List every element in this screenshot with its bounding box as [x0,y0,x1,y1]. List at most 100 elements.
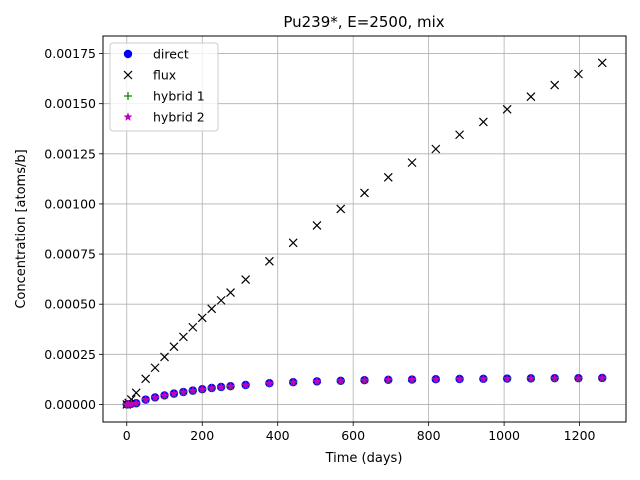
data-point-hybrid-2 [265,378,274,387]
legend-box [109,42,219,132]
y-tick-label: 0.00175 [44,46,96,61]
data-point-hybrid-2 [126,399,136,408]
legend-marker-hybrid-1 [124,92,132,100]
x-marker-stroke [550,80,560,90]
data-point-flux [574,69,583,79]
y-axis-label: Concentration [atoms/b] [14,149,29,308]
data-point-flux [312,220,322,230]
x-tick-label: 800 [417,428,441,443]
x-marker-stroke [288,238,298,248]
data-point-flux [226,288,235,297]
data-point-flux [150,363,160,373]
data-point-flux [188,322,198,332]
x-marker-stroke [150,363,160,373]
data-point-hybrid-2 [478,374,488,383]
data-point-flux [264,256,274,266]
data-point-hybrid-2 [226,381,235,390]
x-marker-stroke [123,70,133,80]
data-point-flux [169,342,179,352]
data-point-hybrid-2 [188,386,198,395]
data-point-flux [455,130,465,140]
data-point-flux [216,295,226,305]
x-marker-stroke [597,58,607,68]
x-tick-label: 1000 [488,428,520,443]
x-marker-stroke [478,117,488,127]
legend-label-hybrid-1: hybrid 1 [153,89,205,104]
data-point-hybrid-2 [179,387,188,396]
x-tick-label: 0 [123,428,131,443]
data-point-flux [336,204,346,214]
data-point-hybrid-2 [241,380,251,389]
x-marker-stroke [502,104,512,114]
data-point-hybrid-2 [526,373,536,383]
data-point-hybrid-2 [431,374,441,383]
data-point-hybrid-2 [312,376,322,386]
x-tick-label: 200 [190,428,214,443]
x-marker-stroke [455,130,465,140]
y-tick-label: 0.00075 [44,247,96,262]
data-point-hybrid-2 [407,374,417,384]
data-point-flux [407,158,417,168]
x-marker-stroke [207,304,217,314]
x-axis: 0 200 400 600 800 1000 1200 [123,422,596,443]
y-tick-label: 0.00125 [44,146,96,161]
data-point-flux [207,304,217,314]
x-marker-stroke [312,220,322,230]
data-point-hybrid-2 [150,392,160,402]
data-point-flux [526,92,536,102]
y-tick-label: 0.00050 [44,297,96,312]
data-point-flux [141,374,151,384]
data-point-hybrid-2 [288,377,298,386]
plot-frame [102,35,627,423]
x-marker-stroke [264,256,274,266]
x-marker-stroke [178,332,188,342]
y-tick-label: 0.00150 [44,96,96,111]
chart-title: Pu239*, E=2500, mix [283,13,444,31]
data-point-flux [160,352,169,362]
grid-lines [103,36,626,422]
x-marker-stroke [197,313,207,323]
data-point-hybrid-2 [141,395,151,404]
x-marker-stroke [407,158,417,168]
series-hybrid-2 [122,373,607,409]
data-point-hybrid-2 [455,374,464,383]
data-point-flux [478,117,488,127]
data-point-flux [431,144,441,154]
data-point-hybrid-2 [216,382,226,391]
data-point-flux [360,188,369,198]
x-marker-stroke [160,352,169,362]
x-marker-stroke [383,172,393,182]
data-point-hybrid-2 [207,383,217,392]
data-point-flux [178,332,188,342]
legend-marker-hybrid-2 [123,112,133,121]
data-point-hybrid-2 [360,375,369,384]
x-marker-stroke [431,144,441,154]
x-tick-label: 600 [341,428,365,443]
y-tick-label: 0.00100 [44,196,96,211]
legend: direct flux hybrid 1 hybrid 2 [109,42,219,132]
x-marker-stroke [141,374,151,384]
legend-label-direct: direct [153,47,189,62]
legend-label-flux: flux [153,68,176,83]
data-point-flux [131,388,141,398]
data-point-hybrid-2 [597,373,607,382]
data-series [122,58,607,409]
x-marker-stroke [360,188,369,198]
y-tick-label: 0.00025 [44,347,96,362]
x-marker-stroke [526,92,536,102]
x-marker-stroke [226,288,235,297]
x-marker-stroke [188,322,198,332]
data-point-flux [597,58,607,68]
data-point-hybrid-2 [336,376,346,385]
data-point-hybrid-2 [383,375,393,384]
x-marker-stroke [336,204,346,214]
x-marker-stroke [216,295,226,305]
data-point-hybrid-2 [550,373,560,382]
x-marker-stroke [131,388,141,398]
x-axis-label: Time (days) [325,451,403,466]
data-point-flux [241,275,251,284]
data-point-hybrid-2 [574,373,583,382]
legend-label-hybrid-2: hybrid 2 [153,110,205,125]
legend-marker-direct [123,49,133,59]
